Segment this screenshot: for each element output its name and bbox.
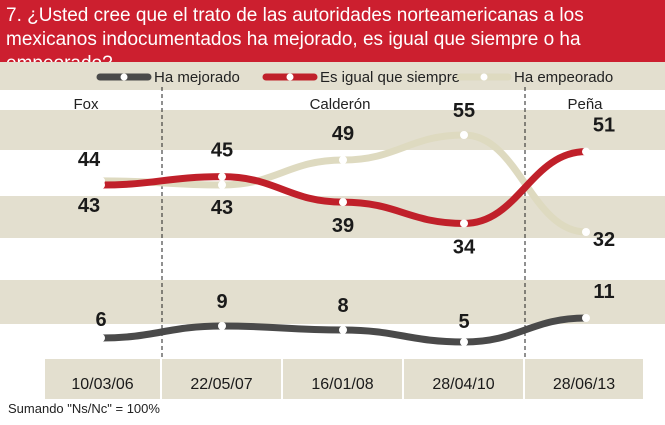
data-point (218, 172, 226, 181)
x-axis-cell (404, 359, 523, 399)
data-points (97, 131, 590, 346)
data-point (460, 131, 468, 139)
data-label: 34 (453, 236, 476, 258)
data-label: 32 (593, 229, 615, 251)
data-label: 55 (453, 100, 475, 122)
data-point (460, 219, 468, 228)
data-label: 45 (211, 140, 233, 162)
data-point (218, 181, 226, 189)
legend-label-1: Ha mejorado (154, 69, 240, 86)
line-chart: Ha mejorado Es igual que siempre Ha empeor… (0, 62, 665, 399)
x-tick-label: 28/04/10 (432, 376, 494, 393)
data-point (339, 156, 347, 164)
x-tick-label: 22/05/07 (190, 376, 252, 393)
data-point (339, 198, 347, 207)
legend-marker-1 (120, 73, 128, 81)
data-point (582, 147, 590, 156)
data-label: 39 (332, 215, 354, 237)
data-label: 43 (211, 197, 233, 219)
data-point (582, 228, 590, 236)
period-label-1: Fox (73, 96, 99, 113)
data-labels: 6 9 8 5 11 43 45 39 34 51 44 43 49 55 32 (78, 100, 615, 333)
legend: Ha mejorado Es igual que siempre Ha empeor… (96, 69, 613, 86)
period-dividers (161, 87, 526, 359)
data-label: 49 (332, 123, 354, 145)
x-axis-cell (525, 359, 643, 399)
x-tick-label: 28/06/13 (553, 376, 615, 393)
data-label: 5 (458, 311, 469, 333)
data-point (97, 334, 105, 342)
legend-marker-3 (480, 73, 488, 81)
band-7 (0, 280, 665, 324)
x-axis: 10/03/06 22/05/07 16/01/08 28/04/10 28/06/13 (0, 359, 665, 399)
legend-label-2: Es igual que siempre (320, 69, 460, 86)
data-point (97, 181, 105, 189)
data-label: 8 (337, 295, 348, 317)
legend-marker-2 (286, 73, 294, 81)
legend-label-3: Ha empeorado (514, 69, 613, 86)
period-label-3: Peña (567, 96, 603, 113)
series-line-3 (97, 131, 590, 236)
data-point (582, 314, 590, 322)
data-point (460, 338, 468, 346)
data-label: 43 (78, 195, 100, 217)
data-label: 11 (593, 281, 614, 303)
x-tick-label: 16/01/08 (311, 376, 373, 393)
band-6 (0, 238, 665, 280)
data-label: 9 (216, 291, 227, 313)
band-3 (0, 110, 665, 150)
question-header: 7. ¿Usted cree que el trato de las autor… (0, 0, 665, 74)
x-axis-cell (45, 359, 160, 399)
period-label-2: Calderón (310, 96, 371, 113)
background-bands (0, 62, 665, 359)
band-2 (0, 90, 665, 110)
x-axis-cell (162, 359, 281, 399)
data-label: 6 (95, 309, 106, 331)
x-axis-cell (283, 359, 402, 399)
footnote: Sumando "Ns/Nc" = 100% (8, 401, 160, 416)
data-point (218, 322, 226, 330)
data-point (339, 326, 347, 334)
period-labels: Fox Calderón Peña (73, 96, 603, 113)
data-label: 44 (78, 149, 101, 171)
x-tick-label: 10/03/06 (71, 376, 133, 393)
data-label: 51 (593, 115, 615, 137)
